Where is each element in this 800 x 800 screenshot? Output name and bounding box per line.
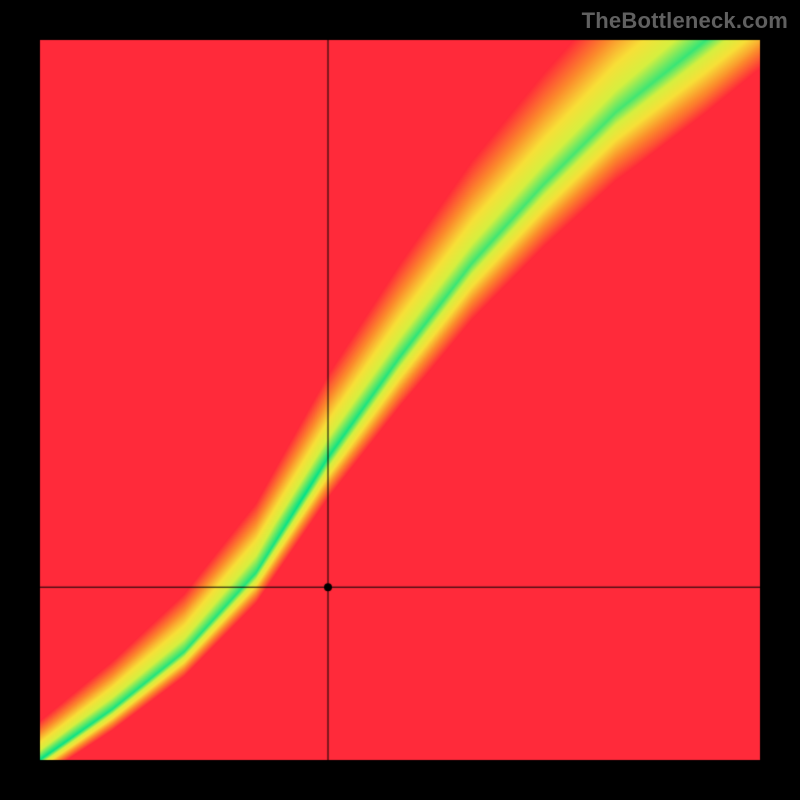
- bottleneck-heatmap: [0, 0, 800, 800]
- chart-container: TheBottleneck.com: [0, 0, 800, 800]
- watermark-text: TheBottleneck.com: [582, 8, 788, 34]
